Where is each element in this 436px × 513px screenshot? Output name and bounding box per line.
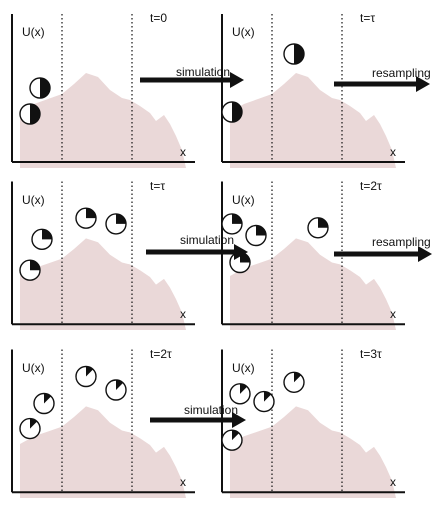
time-label: t=2τ	[360, 179, 382, 193]
resampling-arrow: resampling	[334, 235, 432, 262]
axes	[12, 182, 195, 325]
axes	[222, 14, 405, 162]
particle	[19, 417, 41, 440]
particle-wedge	[86, 208, 96, 219]
particle	[75, 207, 97, 229]
particle-wedge	[294, 44, 304, 64]
particle	[75, 365, 97, 388]
particle	[253, 390, 275, 413]
energy-landscape	[230, 406, 396, 499]
particle-wedge	[318, 217, 328, 228]
x-axis-label: x	[180, 145, 186, 159]
arrow-label: simulation	[184, 403, 238, 417]
panel: U(x) x t=3τ	[221, 347, 405, 499]
arrow-label: simulation	[180, 233, 234, 247]
particle-wedge	[30, 104, 40, 124]
time-label: t=3τ	[360, 347, 382, 361]
particle	[105, 213, 127, 235]
u-axis-label: U(x)	[232, 25, 255, 39]
panel: U(x) x t=0	[12, 11, 195, 168]
u-axis-label: U(x)	[232, 361, 255, 375]
panel: U(x) x t=τ	[222, 11, 405, 168]
time-label: t=2τ	[150, 347, 172, 361]
simulation-arrow: simulation	[150, 403, 246, 428]
particle	[245, 224, 267, 247]
arrow-label: resampling	[372, 66, 431, 80]
particle-wedge	[86, 366, 94, 377]
particle-wedge	[40, 78, 50, 98]
simulation-arrow: simulation	[140, 65, 244, 88]
energy-landscape	[230, 73, 396, 168]
particle-wedge	[240, 383, 248, 394]
u-axis-label: U(x)	[22, 25, 45, 39]
resampling-arrow: resampling	[334, 66, 431, 92]
axes	[12, 14, 195, 162]
panel: U(x) x t=2τ	[12, 347, 195, 499]
time-label: t=0	[150, 11, 167, 25]
particle-wedge	[30, 418, 38, 429]
particle-wedge	[116, 380, 124, 390]
u-axis-label: U(x)	[232, 193, 255, 207]
u-axis-label: U(x)	[22, 193, 45, 207]
particle	[229, 383, 251, 405]
particle	[221, 429, 243, 451]
simulation-arrow: simulation	[146, 233, 248, 260]
panel: U(x) x t=τ	[12, 179, 195, 331]
particle	[33, 392, 55, 415]
particle	[19, 103, 41, 125]
particle-wedge	[42, 229, 52, 240]
u-axis-label: U(x)	[22, 361, 45, 375]
particle	[307, 217, 329, 239]
particle-wedge	[44, 393, 52, 404]
particle	[31, 228, 53, 251]
particle	[221, 213, 243, 235]
x-axis-label: x	[180, 475, 186, 489]
particle	[283, 43, 305, 65]
particle-wedge	[264, 391, 272, 402]
particle-wedge	[256, 225, 266, 236]
arrow-label: resampling	[372, 235, 431, 249]
time-label: t=τ	[150, 179, 165, 193]
particle	[283, 371, 305, 393]
particle	[29, 77, 51, 99]
x-axis-label: x	[390, 475, 396, 489]
x-axis-label: x	[180, 307, 186, 321]
time-label: t=τ	[360, 11, 375, 25]
particle-wedge	[116, 213, 126, 224]
particle-wedge	[232, 213, 242, 224]
x-axis-label: x	[390, 307, 396, 321]
x-axis-label: x	[390, 145, 396, 159]
arrow-label: simulation	[176, 65, 230, 79]
panel: U(x) x t=2τ	[221, 179, 405, 331]
particle-wedge	[232, 430, 240, 441]
particle	[221, 101, 243, 123]
particle-wedge	[294, 372, 302, 383]
axes	[12, 350, 195, 493]
particle	[105, 379, 127, 401]
particle-wedge	[30, 260, 40, 271]
particle-wedge	[232, 102, 242, 122]
particle	[19, 259, 41, 281]
